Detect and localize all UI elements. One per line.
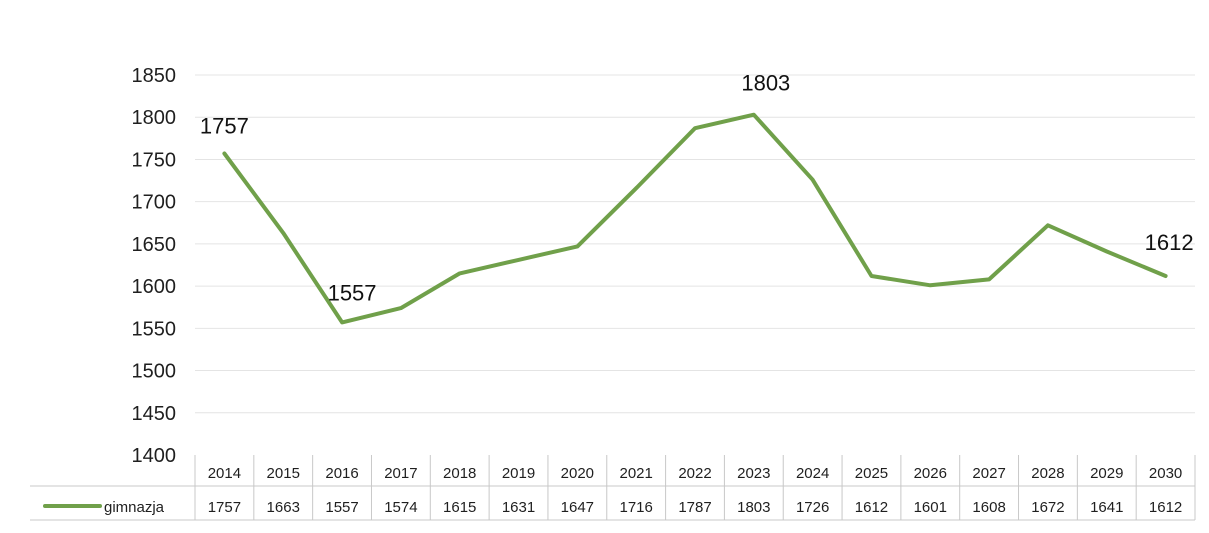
y-tick-label: 1750 bbox=[132, 149, 177, 171]
x-tick-label: 2028 bbox=[1031, 465, 1064, 482]
x-tick-label: 2017 bbox=[384, 465, 417, 482]
x-tick-label: 2027 bbox=[972, 465, 1005, 482]
series-line-gimnazja bbox=[222, 112, 1168, 325]
table-value-cell: 1574 bbox=[384, 499, 417, 516]
table-value-cell: 1757 bbox=[208, 499, 241, 516]
table-value-cell: 1557 bbox=[325, 499, 358, 516]
data-point-label: 1557 bbox=[328, 280, 377, 305]
table-value-cell: 1803 bbox=[737, 499, 770, 516]
x-tick-label: 2015 bbox=[267, 465, 300, 482]
x-tick-label: 2022 bbox=[678, 465, 711, 482]
y-tick-label: 1400 bbox=[132, 445, 177, 467]
x-tick-label: 2019 bbox=[502, 465, 535, 482]
data-point-label: 1803 bbox=[741, 71, 790, 96]
table-value-cell: 1631 bbox=[502, 499, 535, 516]
y-tick-label: 1850 bbox=[132, 65, 177, 87]
x-tick-label: 2018 bbox=[443, 465, 476, 482]
x-tick-label: 2014 bbox=[208, 465, 241, 482]
table-value-cell: 1672 bbox=[1031, 499, 1064, 516]
y-tick-label: 1500 bbox=[132, 361, 177, 383]
y-tick-label: 1550 bbox=[132, 318, 177, 340]
y-tick-label: 1800 bbox=[132, 107, 177, 129]
x-tick-label: 2030 bbox=[1149, 465, 1182, 482]
x-tick-label: 2024 bbox=[796, 465, 829, 482]
table-value-cell: 1663 bbox=[267, 499, 300, 516]
table-value-cell: 1641 bbox=[1090, 499, 1123, 516]
table-value-cell: 1612 bbox=[1149, 499, 1182, 516]
data-point-label: 1757 bbox=[200, 114, 249, 139]
x-tick-label: 2016 bbox=[325, 465, 358, 482]
x-tick-label: 2020 bbox=[561, 465, 594, 482]
x-tick-label: 2025 bbox=[855, 465, 888, 482]
y-tick-label: 1700 bbox=[132, 192, 177, 214]
y-tick-label: 1650 bbox=[132, 234, 177, 256]
table-value-cell: 1615 bbox=[443, 499, 476, 516]
table-value-cell: 1647 bbox=[561, 499, 594, 516]
data-point-label: 1612 bbox=[1145, 230, 1194, 255]
x-tick-label: 2026 bbox=[914, 465, 947, 482]
table-value-cell: 1612 bbox=[855, 499, 888, 516]
table-value-cell: 1787 bbox=[678, 499, 711, 516]
table-value-cell: 1716 bbox=[619, 499, 652, 516]
x-tick-label: 2029 bbox=[1090, 465, 1123, 482]
x-tick-label: 2021 bbox=[619, 465, 652, 482]
table-value-cell: 1601 bbox=[914, 499, 947, 516]
y-tick-label: 1600 bbox=[132, 276, 177, 298]
legend-label: gimnazja bbox=[104, 499, 165, 516]
table-value-cell: 1608 bbox=[972, 499, 1005, 516]
x-tick-label: 2023 bbox=[737, 465, 770, 482]
table-value-cell: 1726 bbox=[796, 499, 829, 516]
y-tick-label: 1450 bbox=[132, 403, 177, 425]
